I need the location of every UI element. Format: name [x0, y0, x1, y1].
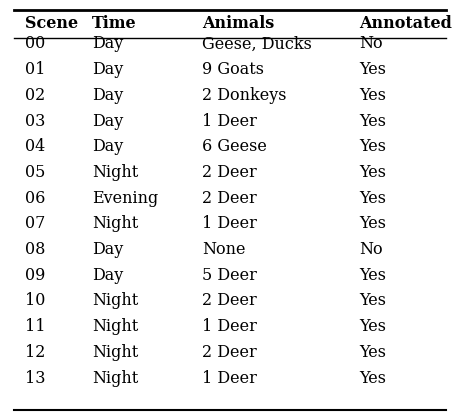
Text: Night: Night	[92, 318, 138, 335]
Text: Day: Day	[92, 112, 123, 130]
Text: Yes: Yes	[358, 344, 385, 361]
Text: Night: Night	[92, 370, 138, 387]
Text: No: No	[358, 36, 381, 52]
Text: 10: 10	[25, 293, 45, 309]
Text: 09: 09	[25, 267, 45, 284]
Text: 13: 13	[25, 370, 46, 387]
Text: 5 Deer: 5 Deer	[202, 267, 257, 284]
Text: 11: 11	[25, 318, 46, 335]
Text: 05: 05	[25, 164, 45, 181]
Text: No: No	[358, 241, 381, 258]
Text: Geese, Ducks: Geese, Ducks	[202, 36, 312, 52]
Text: Animals: Animals	[202, 15, 274, 32]
Text: Night: Night	[92, 164, 138, 181]
Text: 00: 00	[25, 36, 45, 52]
Text: Night: Night	[92, 215, 138, 232]
Text: Time: Time	[92, 15, 136, 32]
Text: 08: 08	[25, 241, 45, 258]
Text: Annotated: Annotated	[358, 15, 451, 32]
Text: 02: 02	[25, 87, 45, 104]
Text: Yes: Yes	[358, 267, 385, 284]
Text: Yes: Yes	[358, 164, 385, 181]
Text: 12: 12	[25, 344, 45, 361]
Text: Evening: Evening	[92, 190, 158, 206]
Text: 2 Deer: 2 Deer	[202, 344, 257, 361]
Text: Yes: Yes	[358, 293, 385, 309]
Text: 9 Goats: 9 Goats	[202, 61, 264, 78]
Text: Yes: Yes	[358, 215, 385, 232]
Text: Day: Day	[92, 138, 123, 155]
Text: Day: Day	[92, 36, 123, 52]
Text: 07: 07	[25, 215, 45, 232]
Text: 04: 04	[25, 138, 45, 155]
Text: 1 Deer: 1 Deer	[202, 318, 257, 335]
Text: 2 Deer: 2 Deer	[202, 293, 257, 309]
Text: 1 Deer: 1 Deer	[202, 370, 257, 387]
Text: 2 Donkeys: 2 Donkeys	[202, 87, 286, 104]
Text: Night: Night	[92, 344, 138, 361]
Text: Yes: Yes	[358, 138, 385, 155]
Text: Night: Night	[92, 293, 138, 309]
Text: 2 Deer: 2 Deer	[202, 190, 257, 206]
Text: Yes: Yes	[358, 61, 385, 78]
Text: 06: 06	[25, 190, 45, 206]
Text: Day: Day	[92, 87, 123, 104]
Text: 1 Deer: 1 Deer	[202, 112, 257, 130]
Text: Day: Day	[92, 267, 123, 284]
Text: 1 Deer: 1 Deer	[202, 215, 257, 232]
Text: 2 Deer: 2 Deer	[202, 164, 257, 181]
Text: None: None	[202, 241, 246, 258]
Text: Yes: Yes	[358, 370, 385, 387]
Text: 03: 03	[25, 112, 45, 130]
Text: Yes: Yes	[358, 190, 385, 206]
Text: Day: Day	[92, 241, 123, 258]
Text: 6 Geese: 6 Geese	[202, 138, 267, 155]
Text: Scene: Scene	[25, 15, 78, 32]
Text: 01: 01	[25, 61, 45, 78]
Text: Yes: Yes	[358, 318, 385, 335]
Text: Day: Day	[92, 61, 123, 78]
Text: Yes: Yes	[358, 112, 385, 130]
Text: Yes: Yes	[358, 87, 385, 104]
